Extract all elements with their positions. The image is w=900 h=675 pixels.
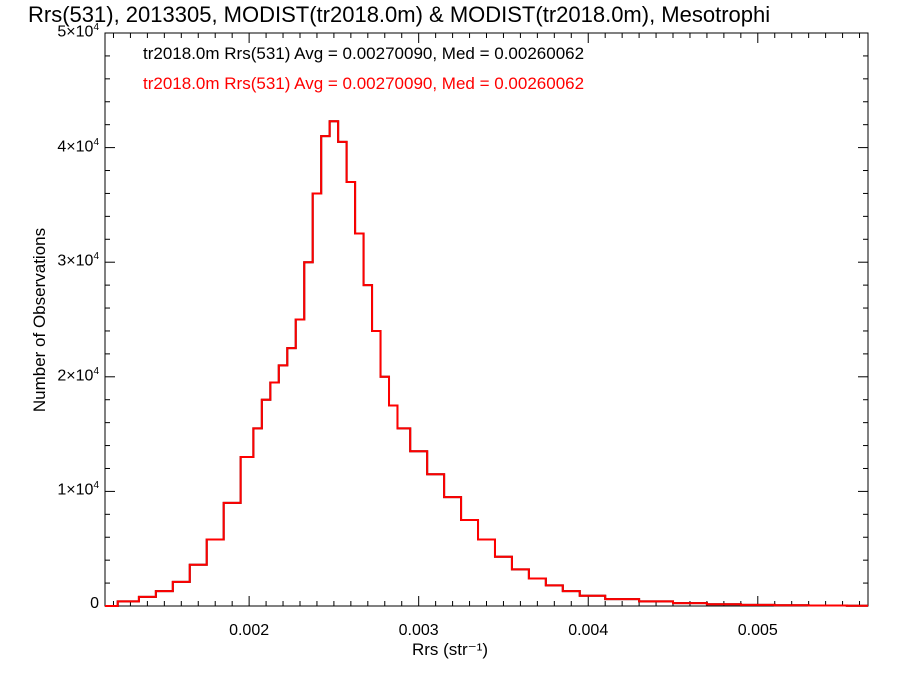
y-tick-label: 4×104 [57,136,99,155]
plot-frame [104,32,869,607]
x-tick-label: 0.003 [398,622,439,639]
chart-title: Rrs(531), 2013305, MODIST(tr2018.0m) & M… [28,2,771,27]
y-tick-label: 3×104 [57,251,99,270]
x-tick-label: 0.004 [568,622,609,639]
series-lines [105,120,868,607]
y-tick-label: 5×104 [57,22,99,41]
series-black-line [105,120,868,607]
x-axis-label: Rrs (str⁻¹) [411,640,488,659]
annotation-black: tr2018.0m Rrs(531) Avg = 0.00270090, Med… [143,44,585,63]
y-axis-label: Number of Observations [30,227,49,413]
y-tick-label: 0 [90,595,99,612]
y-tick-label: 1×104 [57,480,99,499]
x-tick-label: 0.002 [229,622,270,639]
tick-marks [105,32,868,607]
y-tick-label: 2×104 [57,365,99,385]
annotation-red: tr2018.0m Rrs(531) Avg = 0.00270090, Med… [143,74,585,93]
series-red-line [105,120,868,607]
x-tick-label: 0.005 [737,622,778,639]
